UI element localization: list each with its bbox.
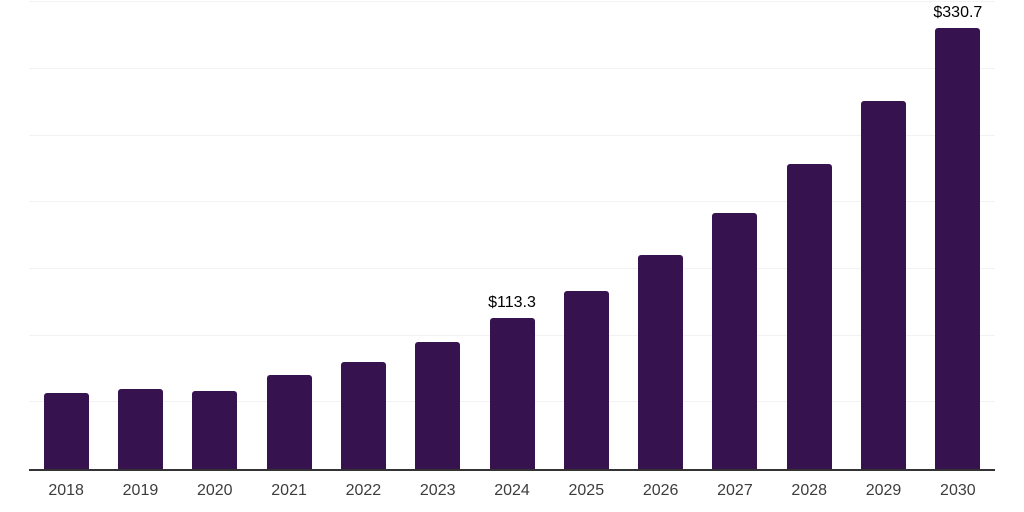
bar-value-label-2024: $113.3 [488, 293, 536, 311]
bar-2020 [192, 390, 238, 469]
gridline-350 [29, 1, 995, 3]
x-tick-label-2023: 2023 [419, 482, 456, 499]
bar-2019 [117, 389, 163, 469]
bar-2028 [786, 164, 832, 469]
bar-2029 [861, 100, 907, 469]
bar-2027 [712, 213, 758, 469]
x-tick-label-2019: 2019 [122, 482, 159, 499]
gridline-200 [29, 201, 995, 203]
x-tick-label-2022: 2022 [345, 482, 382, 499]
x-tick-label-2020: 2020 [196, 482, 233, 499]
bar-2018 [43, 393, 89, 469]
bar-2022 [340, 361, 386, 469]
bar-2023 [415, 342, 461, 469]
x-tick-label-2029: 2029 [865, 482, 902, 499]
x-tick-label-2028: 2028 [791, 482, 828, 499]
x-tick-label-2018: 2018 [48, 482, 84, 499]
x-tick-label-2021: 2021 [271, 482, 307, 499]
gridline-300 [29, 67, 995, 69]
x-tick-label-2025: 2025 [568, 482, 605, 499]
bar-2025 [563, 290, 609, 469]
x-tick-label-2030: 2030 [940, 482, 976, 499]
bar-2030 [935, 28, 981, 469]
x-tick-label-2026: 2026 [642, 482, 679, 499]
bar-2021 [266, 374, 312, 469]
x-axis-line [29, 469, 995, 471]
plot-area: $113.3 $330.7 [29, 0, 995, 471]
bar-2024 [489, 317, 535, 469]
gridline-150 [29, 268, 995, 269]
x-axis-labels: 2018 2019 2020 2021 2022 2023 2024 2025 2026 2027… [29, 482, 995, 506]
x-tick-label-2024: 2024 [494, 482, 530, 499]
gridline-250 [29, 134, 995, 136]
bar-value-label-2030: $330.7 [933, 4, 983, 22]
x-tick-label-2027: 2027 [717, 482, 753, 499]
bar-2026 [638, 255, 684, 469]
